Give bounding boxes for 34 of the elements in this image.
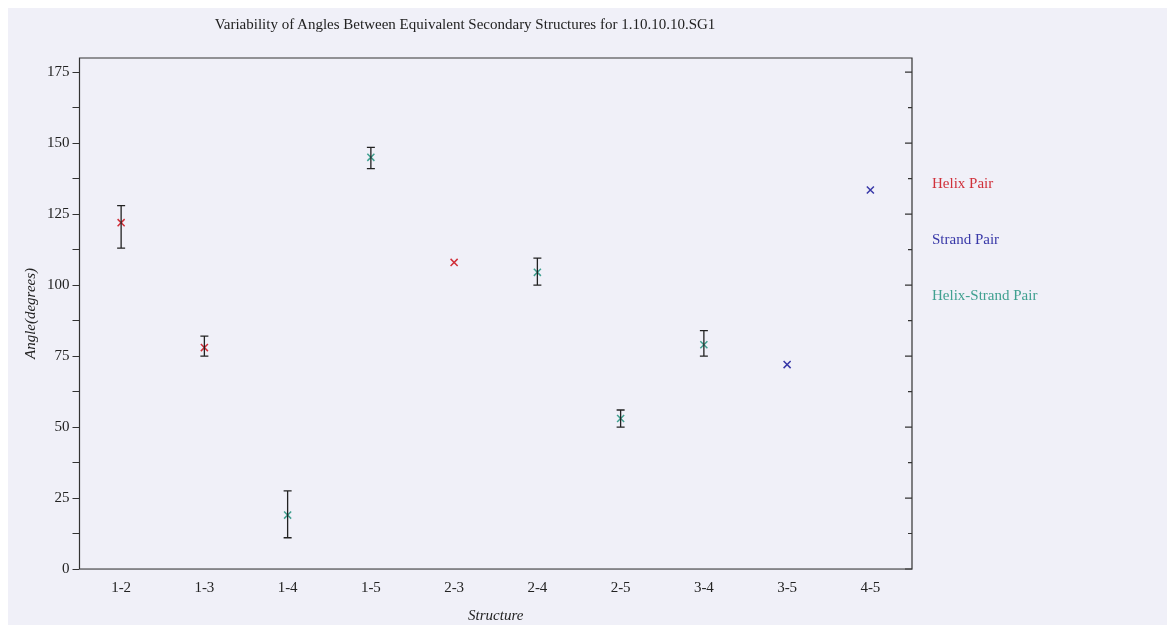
text: Strand Pair: [932, 230, 1000, 247]
x-tick-label: 2-5: [610, 578, 631, 595]
y-tick-label: 75: [54, 347, 70, 364]
y-axis-title: Angle(degrees): [21, 267, 39, 361]
y-tick-label: 25: [54, 488, 70, 505]
text: Helix Pair: [932, 174, 994, 191]
x-tick-label: 1-2: [111, 578, 132, 595]
x-tick-label: 4-5: [860, 578, 881, 595]
x-tick-label: 2-3: [444, 578, 465, 595]
point: [782, 360, 792, 369]
x-tick-label: 1-4: [277, 578, 299, 595]
point: [866, 185, 875, 195]
y-tick-label: 150: [47, 134, 70, 151]
point: [366, 153, 376, 162]
y-tick-label: 175: [47, 63, 70, 80]
x-tick-label: 3-5: [777, 578, 798, 595]
x-tick-label: 1-3: [194, 578, 215, 595]
x-axis-title: Structure: [468, 606, 524, 623]
y-tick-label: 0: [62, 559, 70, 576]
point: [699, 340, 709, 350]
point: [616, 414, 625, 423]
x-tick-label: 2-4: [527, 578, 548, 595]
chart-title: Variability of Angles Between Equivalent Secondary Structures for 1.10.10.10.SG1: [214, 15, 716, 32]
y-tick-label: 125: [47, 205, 70, 222]
point: [283, 510, 292, 520]
point: [200, 343, 209, 352]
point: [116, 218, 126, 227]
text: Helix-Strand Pair: [932, 286, 1038, 303]
y-tick-label: 100: [47, 276, 70, 293]
y-tick-label: 50: [54, 417, 70, 434]
x-tick-label: 3-4: [693, 578, 715, 595]
point: [533, 268, 542, 277]
point: [449, 258, 459, 267]
x-tick-label: 1-5: [360, 578, 381, 595]
